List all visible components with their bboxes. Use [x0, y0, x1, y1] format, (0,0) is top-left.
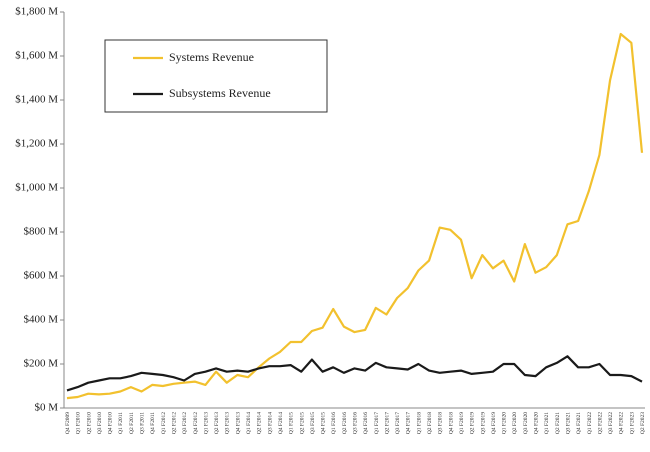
y-tick-label: $1,600 M: [15, 50, 58, 62]
x-tick-label: Q4 F2012: [193, 412, 199, 434]
x-tick-label: Q4 F2015: [321, 412, 327, 434]
x-tick-label: Q2 F2022: [597, 412, 603, 434]
x-tick-label: Q1 F2018: [416, 412, 422, 434]
y-tick-label: $400 M: [23, 314, 58, 326]
x-tick-label: Q4 F2018: [448, 412, 454, 434]
x-tick-label: Q1 F2014: [246, 412, 252, 434]
legend-box: [104, 39, 328, 113]
x-tick-label: Q3 F2016: [353, 412, 359, 434]
x-tick-label: Q4 F2021: [576, 412, 582, 434]
x-tick-label: Q2 F2012: [171, 412, 177, 434]
x-tick-label: Q4 F2011: [150, 412, 156, 434]
x-tick-label: Q2 F2018: [427, 412, 433, 434]
x-tick-label: Q2 F2015: [299, 412, 305, 434]
x-tick-label: Q1 F2019: [459, 412, 465, 434]
x-tick-label: Q3 F2012: [182, 412, 188, 434]
x-tick-label: Q3 F2010: [97, 412, 103, 434]
x-tick-label: Q3 F2011: [140, 412, 146, 434]
x-tick-label: Q1 F2011: [118, 412, 124, 434]
x-tick-label: Q3 F2022: [608, 412, 614, 434]
x-tick-label: Q4 F2010: [108, 412, 114, 434]
x-tick-label: Q1 F2012: [161, 412, 167, 434]
x-tick-label: Q3 F2015: [310, 412, 316, 434]
x-tick-label: Q1 F2010: [76, 412, 82, 434]
x-tick-label: Q2 F2010: [86, 412, 92, 434]
x-tick-label: Q2 F2011: [129, 412, 135, 434]
x-tick-label: Q3 F2014: [267, 412, 273, 434]
x-tick-label: Q1 F2022: [587, 412, 593, 434]
x-tick-label: Q4 F2016: [363, 412, 369, 434]
y-tick-label: $1,000 M: [15, 182, 58, 194]
x-tick-label: Q1 F2017: [374, 412, 380, 434]
y-tick-label: $0 M: [34, 402, 58, 414]
x-tick-label: Q2 F2017: [384, 412, 390, 434]
x-tick-label: Q4 F2019: [491, 412, 497, 434]
y-tick-label: $200 M: [23, 358, 58, 370]
y-tick-label: $800 M: [23, 226, 58, 238]
series-line: [66, 355, 643, 392]
y-tick-label: $600 M: [23, 270, 58, 282]
x-tick-label: Q3 F2021: [565, 412, 571, 434]
x-tick-label: Q4 F2022: [619, 412, 625, 434]
y-tick-label: $1,400 M: [15, 94, 58, 106]
x-tick-label: Q2 F2019: [470, 412, 476, 434]
x-tick-label: Q2 F2020: [512, 412, 518, 434]
x-tick-label: Q4 F2014: [278, 412, 284, 434]
x-tick-label: Q4 F2017: [406, 412, 412, 434]
x-tick-label: Q2 F2016: [342, 412, 348, 434]
x-tick-label: Q4 F2020: [534, 412, 540, 434]
x-tick-label: Q2 F2014: [257, 412, 263, 434]
y-tick-label: $1,800 M: [15, 6, 58, 18]
series-line: [66, 32, 644, 400]
legend-label: Systems Revenue: [169, 50, 254, 64]
x-tick-label: Q2 F2023: [640, 412, 646, 434]
x-tick-label: Q3 F2020: [523, 412, 529, 434]
x-tick-label: Q3 F2013: [225, 412, 231, 434]
x-tick-label: Q1 F2023: [629, 412, 635, 434]
x-tick-label: Q3 F2018: [438, 412, 444, 434]
x-tick-label: Q3 F2019: [480, 412, 486, 434]
x-tick-label: Q1 F2015: [289, 412, 295, 434]
x-tick-label: Q4 F2013: [235, 412, 241, 434]
x-tick-label: Q1 F2016: [331, 412, 337, 434]
x-tick-label: Q2 F2013: [214, 412, 220, 434]
x-tick-label: Q4 F2009: [65, 412, 71, 434]
x-tick-label: Q1 F2013: [203, 412, 209, 434]
legend-label: Subsystems Revenue: [169, 86, 271, 100]
x-tick-label: Q1 F2021: [544, 412, 550, 434]
y-tick-label: $1,200 M: [15, 138, 58, 150]
x-tick-label: Q1 F2020: [502, 412, 508, 434]
x-tick-label: Q3 F2017: [395, 412, 401, 434]
x-tick-label: Q2 F2021: [555, 412, 561, 434]
